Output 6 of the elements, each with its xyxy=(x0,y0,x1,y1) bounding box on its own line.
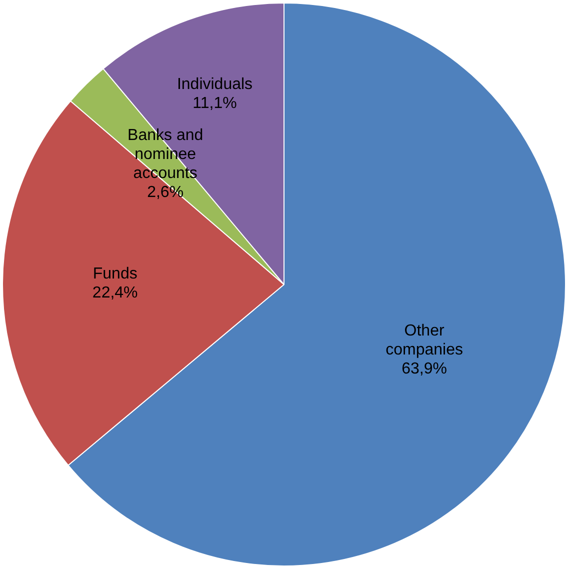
data-label: 11,1% xyxy=(192,94,237,112)
data-label: 63,9% xyxy=(402,360,447,378)
slice-label: Funds xyxy=(92,265,138,282)
slice-label: Individuals xyxy=(176,76,253,93)
data-label: 22,4% xyxy=(92,284,138,302)
slice-label: Other companies xyxy=(386,322,463,358)
